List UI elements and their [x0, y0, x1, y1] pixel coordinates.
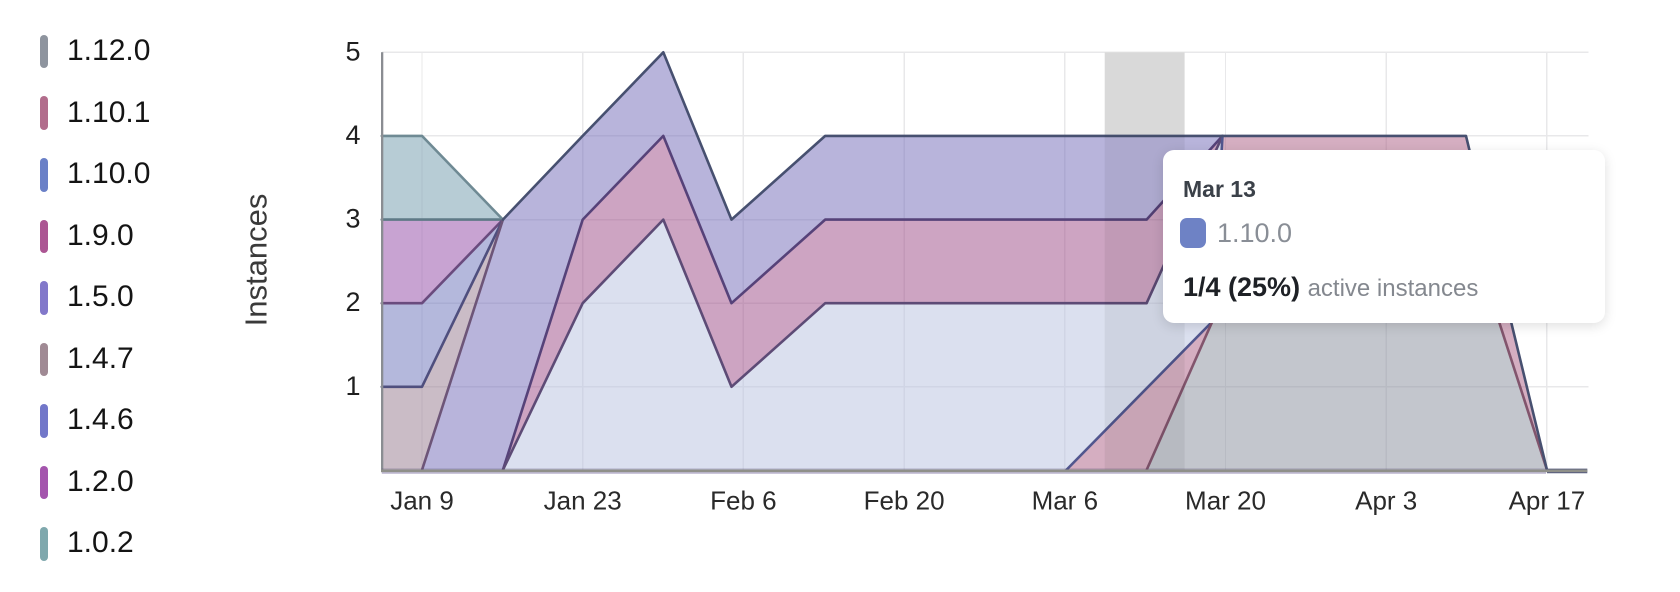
svg-text:4: 4: [345, 120, 360, 150]
svg-text:Apr 3: Apr 3: [1355, 485, 1417, 515]
svg-text:Mar 6: Mar 6: [1032, 485, 1098, 515]
svg-text:Apr 17: Apr 17: [1509, 485, 1586, 515]
svg-text:Mar 20: Mar 20: [1185, 485, 1266, 515]
svg-text:Feb 20: Feb 20: [864, 485, 945, 515]
svg-text:2: 2: [345, 287, 360, 317]
svg-text:Jan 23: Jan 23: [544, 485, 622, 515]
svg-text:Jan 9: Jan 9: [390, 485, 454, 515]
svg-text:Feb 6: Feb 6: [710, 485, 777, 515]
svg-text:3: 3: [345, 204, 360, 234]
svg-text:1: 1: [345, 371, 360, 401]
svg-text:5: 5: [345, 36, 360, 66]
